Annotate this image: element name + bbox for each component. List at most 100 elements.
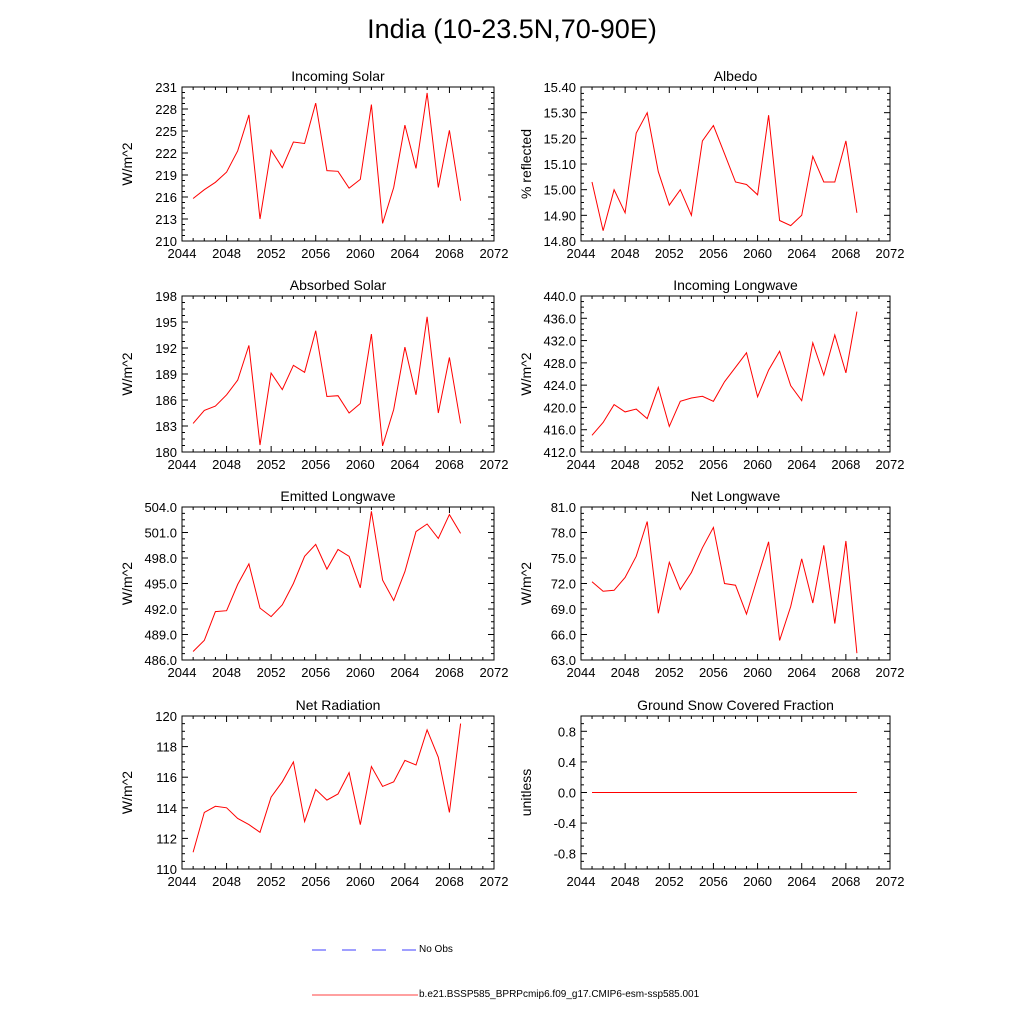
x-tick-label: 2068: [435, 874, 464, 889]
x-tick-label: 2072: [480, 246, 509, 261]
panel-title: Net Longwave: [691, 488, 781, 504]
panel-6: Net Longwave W/m^2 2044 2048 2052 2056 2060 206…: [518, 488, 904, 680]
series-line: [192, 511, 462, 652]
x-tick-label: 2060: [743, 246, 772, 261]
plot-frame: [181, 506, 495, 661]
plot-frame: [181, 715, 495, 870]
x-tick-label: 2072: [876, 665, 905, 680]
x-tick-label: 2072: [876, 874, 905, 889]
y-tick-label: 183: [155, 419, 177, 434]
panel-title: Absorbed Solar: [290, 277, 387, 293]
x-tick-label: 2056: [699, 246, 728, 261]
y-tick-label: 66.0: [551, 628, 576, 643]
y-tick-label: 440.0: [543, 289, 576, 304]
y-tick-label: 492.0: [144, 602, 177, 617]
y-tick-label: 428.0: [543, 356, 576, 371]
x-tick-label: 2056: [699, 874, 728, 889]
legend-model-line: [312, 994, 418, 996]
x-tick-label: 2044: [168, 457, 197, 472]
x-tick-label: 2068: [435, 246, 464, 261]
panel-title: Net Radiation: [296, 697, 381, 713]
y-tick-label: 186: [155, 393, 177, 408]
y-tick-label: 192: [155, 341, 177, 356]
panel-1: Incoming Solar W/m^2 2044 2048 2052 2056 2060 2…: [119, 68, 508, 261]
x-tick-label: 2052: [655, 457, 684, 472]
y-tick-label: 15.20: [543, 131, 576, 146]
x-tick-label: 2068: [831, 665, 860, 680]
y-tick-label: 424.0: [543, 378, 576, 393]
y-tick-label: 78.0: [551, 526, 576, 541]
y-tick-label: 504.0: [144, 500, 177, 515]
series-line: [192, 723, 462, 853]
y-tick-label: 72.0: [551, 577, 576, 592]
series-line: [591, 521, 858, 654]
y-tick-label: 15.10: [543, 157, 576, 172]
y-tick-label: 222: [155, 146, 177, 161]
series-line: [192, 316, 462, 447]
panel-title: Emitted Longwave: [280, 488, 395, 504]
y-tick-label: 112: [156, 831, 177, 846]
legend-obs-label: No Obs: [419, 944, 453, 955]
y-tick-label: 498.0: [144, 551, 177, 566]
y-tick-label: 213: [155, 212, 177, 227]
x-tick-label: 2052: [655, 246, 684, 261]
x-tick-label: 2044: [168, 246, 197, 261]
y-axis-label: W/m^2: [119, 352, 135, 395]
y-tick-label: 110: [156, 862, 177, 877]
y-tick-label: 416.0: [543, 423, 576, 438]
y-tick-label: 489.0: [144, 628, 177, 643]
x-tick-label: 2060: [743, 874, 772, 889]
x-tick-label: 2068: [831, 246, 860, 261]
y-axis-label: W/m^2: [518, 562, 534, 605]
x-tick-label: 2048: [611, 457, 640, 472]
y-tick-label: 81.0: [551, 500, 576, 515]
x-tick-label: 2048: [212, 665, 241, 680]
x-tick-label: 2064: [787, 457, 816, 472]
panel-4: Incoming Longwave W/m^2 2044 2048 2052 2056 20…: [518, 277, 904, 472]
y-tick-label: 0.4: [558, 755, 576, 770]
panel-title: Incoming Longwave: [673, 277, 798, 293]
x-tick-label: 2064: [787, 874, 816, 889]
x-tick-label: 2060: [346, 246, 375, 261]
x-tick-label: 2052: [655, 665, 684, 680]
x-tick-label: 2052: [257, 665, 286, 680]
x-tick-label: 2068: [831, 457, 860, 472]
x-tick-label: 2056: [699, 665, 728, 680]
panel-8: Ground Snow Covered Fraction unitless 2044…: [518, 697, 904, 889]
y-tick-label: 210: [155, 234, 177, 249]
x-tick-label: 2044: [567, 874, 596, 889]
y-tick-label: 432.0: [543, 334, 576, 349]
x-tick-label: 2060: [346, 665, 375, 680]
x-tick-label: 2068: [831, 874, 860, 889]
x-tick-label: 2064: [390, 246, 419, 261]
x-tick-label: 2072: [876, 457, 905, 472]
panel-title: Incoming Solar: [291, 68, 385, 84]
y-tick-label: 495.0: [144, 577, 177, 592]
y-tick-label: 486.0: [144, 653, 177, 668]
x-tick-label: 2064: [787, 665, 816, 680]
x-tick-label: 2048: [212, 874, 241, 889]
x-tick-label: 2060: [743, 665, 772, 680]
series-line: [591, 311, 858, 436]
y-tick-label: 114: [156, 801, 177, 816]
x-tick-label: 2072: [480, 874, 509, 889]
y-tick-label: 225: [155, 124, 177, 139]
series-line: [192, 92, 462, 224]
y-axis-label: unitless: [518, 769, 534, 816]
panel-2: Albedo % reflected 2044 2048 2052 2056 2060 206…: [518, 68, 904, 261]
panel-5: Emitted Longwave W/m^2 2044 2048 2052 2056 206…: [119, 488, 508, 680]
y-tick-label: 14.80: [543, 234, 576, 249]
x-tick-label: 2060: [346, 457, 375, 472]
x-tick-label: 2068: [435, 665, 464, 680]
y-tick-label: 15.40: [543, 80, 576, 95]
y-axis-label: W/m^2: [119, 562, 135, 605]
x-tick-label: 2048: [212, 246, 241, 261]
panel-title: Ground Snow Covered Fraction: [637, 697, 834, 713]
x-tick-label: 2060: [346, 874, 375, 889]
y-tick-label: -0.4: [554, 816, 576, 831]
y-tick-label: 436.0: [543, 311, 576, 326]
x-tick-label: 2044: [567, 457, 596, 472]
y-tick-label: 0.8: [558, 724, 576, 739]
x-tick-label: 2044: [168, 874, 197, 889]
